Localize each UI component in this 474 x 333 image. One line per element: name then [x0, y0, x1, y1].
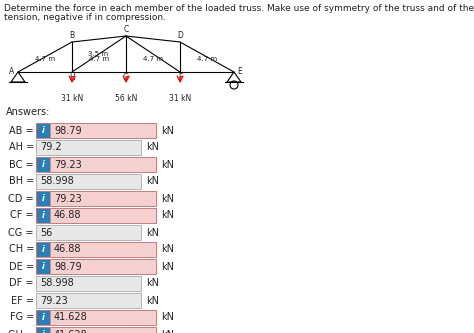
Text: 41.628: 41.628	[54, 312, 88, 322]
Text: i: i	[42, 194, 45, 203]
Text: kN: kN	[146, 227, 159, 237]
Text: i: i	[42, 330, 45, 333]
Text: A: A	[9, 68, 15, 77]
Text: kN: kN	[161, 312, 174, 322]
FancyBboxPatch shape	[36, 208, 50, 223]
FancyBboxPatch shape	[36, 276, 141, 291]
Text: 31 kN: 31 kN	[61, 94, 83, 103]
FancyBboxPatch shape	[36, 174, 141, 189]
Text: AB =: AB =	[9, 126, 34, 136]
Text: i: i	[42, 126, 45, 135]
Text: D: D	[177, 32, 183, 41]
Text: i: i	[42, 211, 45, 220]
Text: kN: kN	[161, 160, 174, 169]
FancyBboxPatch shape	[36, 157, 50, 172]
FancyBboxPatch shape	[36, 327, 50, 333]
Text: 79.2: 79.2	[40, 143, 62, 153]
Text: 4.7 m: 4.7 m	[89, 56, 109, 62]
FancyBboxPatch shape	[36, 310, 50, 325]
Text: 3.5 m: 3.5 m	[88, 51, 108, 57]
Text: Determine the force in each member of the loaded truss. Make use of symmetry of : Determine the force in each member of th…	[4, 4, 474, 13]
Text: tension, negative if in compression.: tension, negative if in compression.	[4, 13, 166, 22]
Text: CF =: CF =	[10, 210, 34, 220]
FancyBboxPatch shape	[50, 327, 156, 333]
FancyBboxPatch shape	[36, 225, 141, 240]
Text: BC =: BC =	[9, 160, 34, 169]
Text: CG =: CG =	[9, 227, 34, 237]
Text: kN: kN	[161, 126, 174, 136]
Text: Answers:: Answers:	[6, 107, 50, 117]
Text: 46.88: 46.88	[54, 244, 82, 254]
FancyBboxPatch shape	[36, 123, 50, 138]
Text: FG =: FG =	[9, 312, 34, 322]
FancyBboxPatch shape	[50, 259, 156, 274]
FancyBboxPatch shape	[50, 123, 156, 138]
Text: i: i	[42, 160, 45, 169]
Text: kN: kN	[161, 329, 174, 333]
Text: kN: kN	[161, 193, 174, 203]
Text: AH =: AH =	[9, 143, 34, 153]
Text: 58.998: 58.998	[40, 176, 74, 186]
FancyBboxPatch shape	[36, 242, 50, 257]
Text: C: C	[123, 25, 128, 34]
Text: 4.7 m: 4.7 m	[197, 56, 217, 62]
FancyBboxPatch shape	[36, 191, 50, 206]
Text: kN: kN	[146, 295, 159, 305]
FancyBboxPatch shape	[50, 208, 156, 223]
Text: DF =: DF =	[9, 278, 34, 288]
FancyBboxPatch shape	[50, 191, 156, 206]
Text: 79.23: 79.23	[54, 193, 82, 203]
Text: EF =: EF =	[11, 295, 34, 305]
Text: 79.23: 79.23	[54, 160, 82, 169]
Text: 4.7 m: 4.7 m	[35, 56, 55, 62]
Text: i: i	[42, 262, 45, 271]
FancyBboxPatch shape	[36, 140, 141, 155]
Text: kN: kN	[146, 143, 159, 153]
Text: 79.23: 79.23	[40, 295, 68, 305]
Text: CH =: CH =	[9, 244, 34, 254]
Text: kN: kN	[146, 278, 159, 288]
Text: BH =: BH =	[9, 176, 34, 186]
Text: G: G	[123, 73, 129, 82]
Text: DE =: DE =	[9, 261, 34, 271]
Text: kN: kN	[146, 176, 159, 186]
Text: 4.7 m: 4.7 m	[143, 56, 163, 62]
Text: GH =: GH =	[8, 329, 34, 333]
Text: 31 kN: 31 kN	[169, 94, 191, 103]
Text: i: i	[42, 313, 45, 322]
Text: H: H	[69, 73, 75, 82]
Text: kN: kN	[161, 210, 174, 220]
Text: i: i	[42, 245, 45, 254]
Text: 58.998: 58.998	[40, 278, 74, 288]
FancyBboxPatch shape	[50, 242, 156, 257]
Text: B: B	[69, 32, 74, 41]
Text: CD =: CD =	[9, 193, 34, 203]
FancyBboxPatch shape	[36, 293, 141, 308]
FancyBboxPatch shape	[50, 310, 156, 325]
Text: kN: kN	[161, 244, 174, 254]
Text: F: F	[178, 73, 182, 82]
FancyBboxPatch shape	[36, 259, 50, 274]
Text: E: E	[237, 68, 242, 77]
Text: 46.88: 46.88	[54, 210, 82, 220]
Text: 41.628: 41.628	[54, 329, 88, 333]
Text: 56: 56	[40, 227, 52, 237]
Text: 98.79: 98.79	[54, 126, 82, 136]
Text: kN: kN	[161, 261, 174, 271]
FancyBboxPatch shape	[50, 157, 156, 172]
Text: 98.79: 98.79	[54, 261, 82, 271]
Text: 56 kN: 56 kN	[115, 94, 137, 103]
